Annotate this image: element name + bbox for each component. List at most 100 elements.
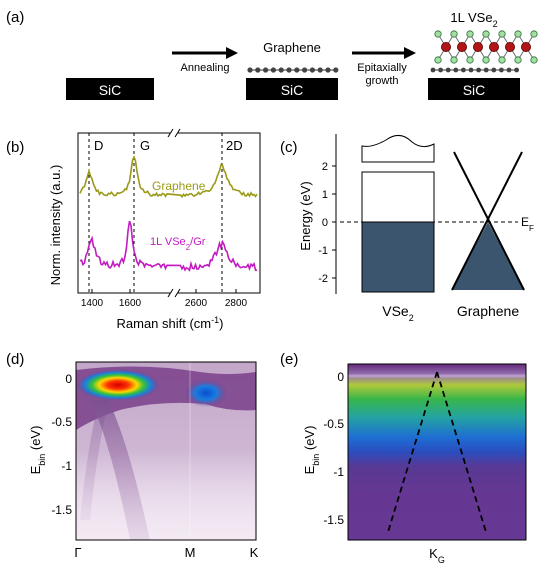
panel-e-label: (e): [280, 351, 298, 368]
sic-label-1: SiC: [99, 82, 122, 98]
v-atom: [488, 42, 499, 53]
e-ytick-m05: -0.5: [323, 417, 344, 431]
ytick-0: 0: [322, 217, 328, 229]
vse2-graphene-atom: [468, 67, 474, 73]
vse2-upper-band: [361, 135, 435, 163]
vse2-middle-band: [361, 171, 435, 223]
raman-frame: [77, 132, 261, 294]
graphene-atom: [302, 67, 308, 73]
vse2-graphene-atom: [499, 67, 504, 73]
v-atom: [521, 42, 532, 53]
sic-block-3: [428, 78, 520, 100]
series-vse2-label: 1L VSe2/Gr: [150, 236, 206, 252]
d-ytick-m05: -0.5: [51, 415, 72, 429]
peak-label-2d: 2D: [226, 138, 243, 153]
graphene-atom: [247, 67, 253, 73]
fermi-label: EF: [521, 215, 534, 233]
panel-a-label: (a): [6, 9, 24, 26]
se-atom-bottom: [466, 56, 474, 64]
arpes-d-ylabel: Ebin (eV): [28, 426, 47, 475]
break-mark-4: [174, 288, 181, 298]
graphene-atom: [278, 67, 284, 73]
panel-b-label: (b): [6, 139, 24, 156]
ytick-m2: -2: [318, 273, 328, 285]
energy-ylabel: Energy (eV): [298, 181, 313, 250]
se-atom-top: [434, 30, 442, 38]
graphene-dos-label: Graphene: [457, 303, 519, 319]
arrow-head-2: [404, 47, 416, 59]
graphene-atom: [286, 67, 292, 73]
epitaxial-label-1: Epitaxially: [357, 62, 407, 74]
arpes-map-d: [76, 362, 256, 540]
graphene-layer: [247, 67, 339, 73]
raman-ylabel: Norm. intensity (a.u.): [48, 165, 63, 286]
dirac-dash-1: [387, 371, 438, 533]
ytick-1: 1: [322, 189, 328, 201]
arpes-e-ylabel: Ebin (eV): [302, 426, 321, 475]
graphene-atom: [325, 67, 331, 73]
dirac-line-2: [451, 151, 523, 291]
dirac-dash-2: [436, 371, 487, 533]
xtick-1400: 1400: [81, 298, 104, 309]
se-atom-top: [530, 30, 538, 38]
vse2-filled-band: [361, 221, 435, 293]
dirac-cone-filled: [452, 222, 524, 290]
xtick-2800: 2800: [225, 298, 248, 309]
v-atom: [440, 42, 451, 53]
vse2-graphene-atom: [491, 67, 497, 73]
se-atom-top: [514, 30, 522, 38]
vse2-graphene-atom: [445, 67, 451, 73]
se-atom-bottom: [498, 56, 506, 64]
arpes-map-e: [348, 364, 526, 540]
break-cover-top: [170, 129, 178, 137]
raman-xlabel: Raman shift (cm-1): [117, 315, 224, 331]
dirac-line-1: [453, 151, 525, 291]
graphene-atom: [263, 67, 269, 73]
d-xtick-k: K: [250, 545, 259, 560]
e-ytick-m15: -1.5: [323, 513, 344, 527]
break-mark-3: [167, 288, 174, 298]
panel-c-label: (c): [280, 139, 298, 156]
xtick-2600: 2600: [185, 298, 208, 309]
break-cover-bottom: [170, 289, 178, 297]
break-mark-2: [174, 128, 181, 138]
panel-a: (a) SiC Annealing Graphene SiC Epitaxial…: [6, 9, 538, 100]
panel-c: (c) Energy (eV) 2 1 0 -1 -2 EF VSe2 Grap…: [280, 134, 534, 323]
graphene-atom: [317, 67, 323, 73]
ytick-2: 2: [322, 161, 328, 173]
sic-label-2: SiC: [281, 82, 304, 98]
d-ytick-m1: -1: [61, 459, 72, 473]
se-atom-top: [466, 30, 474, 38]
se-atom-bottom: [482, 56, 490, 64]
graphene-atom: [270, 67, 276, 73]
series-vse2-line: [79, 220, 258, 272]
d-xtick-gamma: Γ: [74, 545, 81, 560]
vse2-graphene-atom: [461, 67, 466, 73]
se-atom-bottom: [450, 56, 458, 64]
xtick-1600: 1600: [119, 298, 142, 309]
graphene-atom: [333, 67, 339, 73]
vse2-lattice: [430, 30, 538, 73]
panel-b: (b) Norm. intensity (a.u.) D G 2D Graphe…: [6, 128, 261, 331]
graphene-atom: [309, 67, 315, 73]
sic-label-3: SiC: [463, 82, 486, 98]
d-ytick-m15: -1.5: [51, 503, 72, 517]
vse2-graphene-atom: [453, 67, 459, 73]
e-ytick-m1: -1: [333, 465, 344, 479]
annealing-label: Annealing: [181, 62, 230, 74]
arpes-frame-e: [347, 363, 527, 541]
vse2-graphene-atom: [430, 67, 436, 73]
epitaxial-label-2: growth: [365, 75, 398, 87]
panel-d-label: (d): [6, 351, 24, 368]
peak-label-d: D: [94, 138, 103, 153]
peak-label-g: G: [140, 138, 150, 153]
series-graphene-line: [79, 155, 258, 199]
arpes-frame-d: [75, 361, 257, 541]
series-graphene-label: Graphene: [152, 179, 206, 193]
vse2-graphene-atom: [514, 67, 519, 73]
graphene-atom: [294, 67, 300, 73]
graphene-label: Graphene: [263, 40, 321, 55]
se-atom-bottom: [530, 56, 538, 64]
v-atom: [456, 42, 467, 53]
